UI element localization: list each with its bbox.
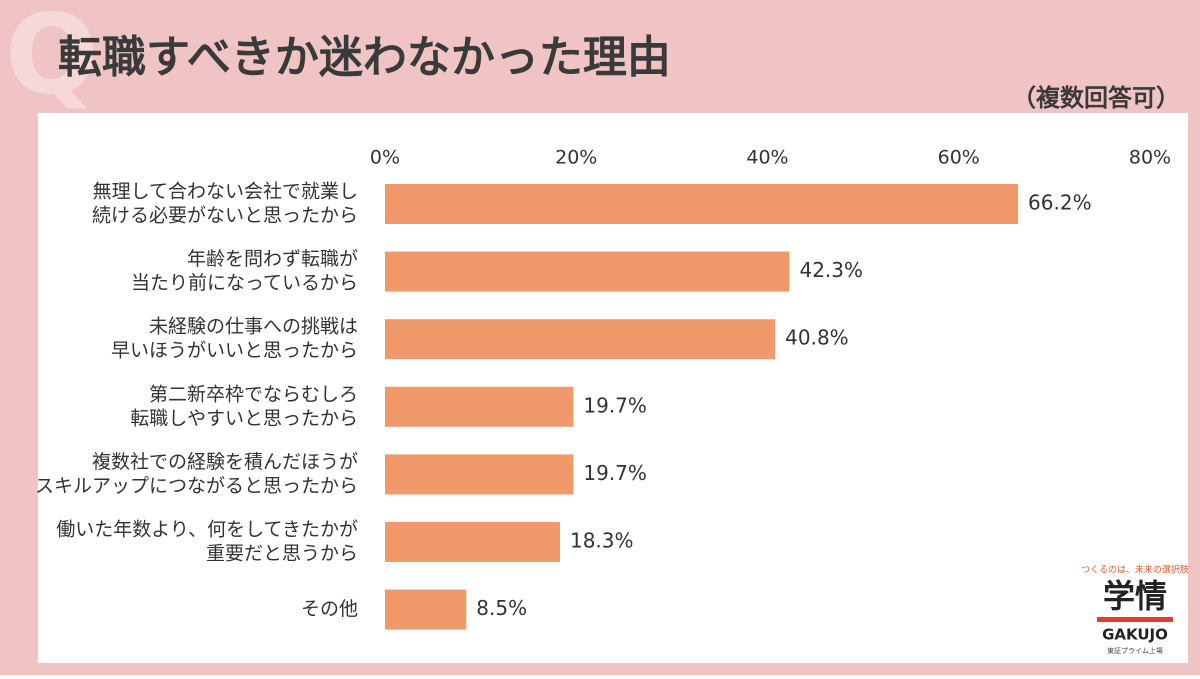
y-tick-label: 第二新卒枠でならむしろ [149, 383, 358, 405]
x-tick-label: 40% [746, 147, 788, 169]
bar [385, 589, 467, 630]
y-tick-label: 無理して合わない会社で就業し [93, 181, 358, 203]
y-tick-label: スキルアップにつながると思ったから [35, 475, 358, 497]
subtitle: （複数回答可） [1012, 84, 1180, 112]
y-tick-label: 年齢を問わず転職が [187, 248, 358, 270]
chart-title: 転職すべきか迷わなかった理由 [58, 32, 671, 83]
bar [385, 454, 574, 495]
x-tick-label: 0% [370, 147, 400, 169]
y-tick-label: 転職しやすいと思ったから [130, 407, 358, 429]
logo-note: 東証プライム上場 [1107, 646, 1163, 655]
x-tick-label: 80% [1129, 147, 1171, 169]
y-tick-label: 重要だと思うから [206, 543, 358, 565]
y-tick-label: その他 [301, 598, 358, 620]
y-tick-label: 未経験の仕事への挑戦は [149, 316, 358, 338]
y-tick-label: 続ける必要がないと思ったから [92, 205, 358, 227]
logo-latin: GAKUJO [1102, 626, 1168, 644]
y-tick-label: 当たり前になっているから [131, 272, 358, 294]
y-tick-label: 早いほうがいいと思ったから [111, 340, 358, 362]
logo-bar [1097, 617, 1173, 622]
bar [385, 184, 1019, 224]
x-tick-label: 60% [938, 147, 980, 169]
y-tick-label: 働いた年数より、何をしてきたかが [56, 519, 358, 541]
bar [385, 386, 574, 427]
logo-name: 学情 [1103, 577, 1167, 615]
bar [385, 319, 776, 360]
logo: つくるのは、未来の選択肢 学情 GAKUJO 東証プライム上場 [1081, 564, 1189, 656]
bar [385, 251, 790, 292]
logo-tagline: つくるのは、未来の選択肢 [1081, 564, 1189, 576]
value-label: 19.7% [583, 461, 647, 485]
value-label: 42.3% [799, 258, 863, 282]
q-mark: Q [5, 0, 99, 118]
value-label: 40.8% [785, 326, 849, 350]
x-tick-label: 20% [555, 147, 597, 169]
value-label: 18.3% [570, 529, 634, 553]
y-tick-label: 複数社での経験を積んだほうが [92, 451, 358, 473]
value-label: 19.7% [583, 393, 647, 417]
value-label: 8.5% [476, 596, 527, 620]
value-label: 66.2% [1028, 191, 1092, 215]
bar [385, 522, 560, 562]
